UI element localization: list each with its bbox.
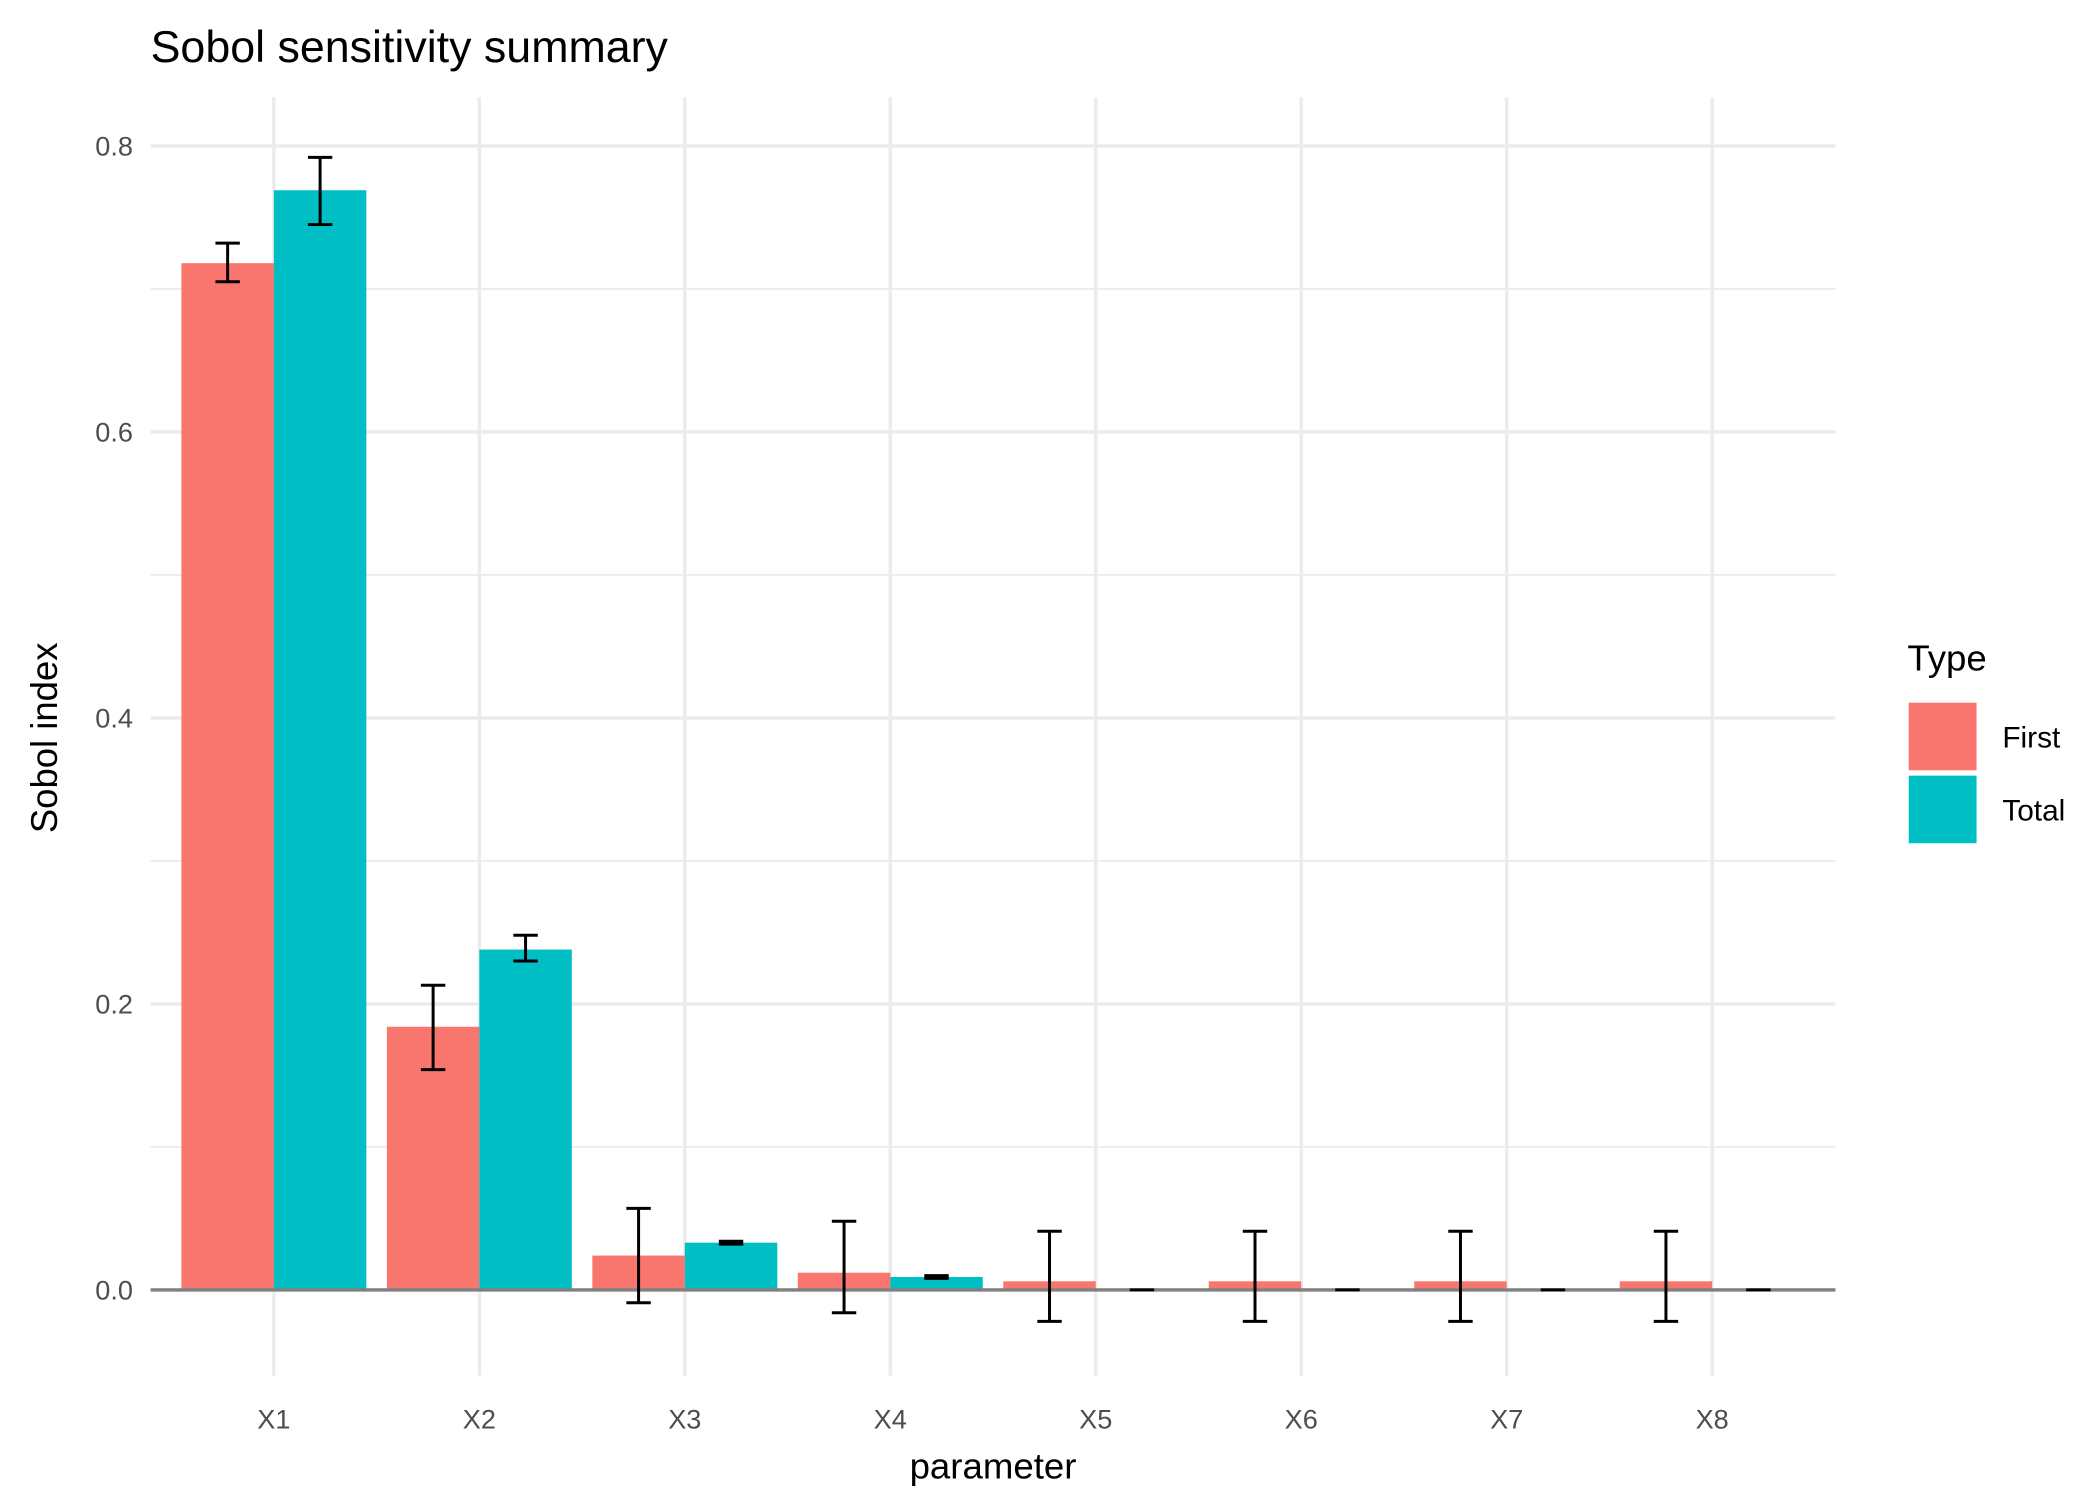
error-bar-first [420, 983, 446, 1072]
y-axis-title: Sobol index [24, 643, 65, 834]
legend: Type First Total [1907, 637, 2065, 844]
legend-label-first: First [2002, 721, 2061, 754]
legend-swatch-first [1908, 702, 1977, 771]
error-bar-first [831, 1219, 857, 1315]
y-tick-label: 0.4 [95, 702, 133, 733]
bar-total [890, 1277, 983, 1290]
error-bar-first [1037, 1229, 1062, 1323]
y-tick-label: 0.2 [95, 988, 133, 1019]
x-tick-label: X6 [1285, 1403, 1318, 1434]
error-bar-first [1653, 1229, 1679, 1323]
x-tick-label: X7 [1490, 1403, 1523, 1434]
error-bar-total [718, 1239, 744, 1246]
error-bar-first [1448, 1229, 1473, 1323]
chart-title: Sobol sensitivity summary [151, 23, 669, 72]
error-bar-total [307, 155, 333, 227]
y-tick-label: 0.6 [95, 416, 133, 447]
bars [181, 190, 1713, 1290]
error-bar-first [1242, 1229, 1268, 1323]
x-tick-label: X1 [257, 1403, 290, 1434]
legend-swatch-total [1908, 775, 1977, 844]
x-tick-label: X3 [668, 1403, 701, 1434]
x-axis-title: parameter [910, 1445, 1077, 1486]
x-tick-label: X2 [463, 1403, 496, 1434]
error-bar-first [626, 1206, 651, 1305]
x-tick-label: X4 [874, 1403, 907, 1434]
y-tick-label: 0.0 [95, 1274, 133, 1305]
bar-first [181, 263, 274, 1290]
bar-total [273, 190, 367, 1290]
legend-label-total: Total [2002, 794, 2065, 827]
x-tick-label: X8 [1696, 1403, 1729, 1434]
y-tick-labels: 0.0 0.2 0.4 0.6 0.8 [95, 130, 133, 1305]
bar-total [684, 1242, 778, 1290]
y-tick-label: 0.8 [95, 130, 133, 161]
error-bars [215, 155, 1771, 1323]
x-tick-labels: X1 X2 X3 X4 X5 X6 X7 X8 [257, 1403, 1728, 1434]
error-bar-total [924, 1274, 949, 1280]
x-tick-label: X5 [1079, 1403, 1112, 1434]
gridlines [150, 97, 1836, 1376]
legend-title: Type [1907, 637, 1986, 678]
error-bar-total [513, 933, 538, 963]
bar-total [479, 949, 572, 1290]
error-bar-first [215, 241, 240, 284]
